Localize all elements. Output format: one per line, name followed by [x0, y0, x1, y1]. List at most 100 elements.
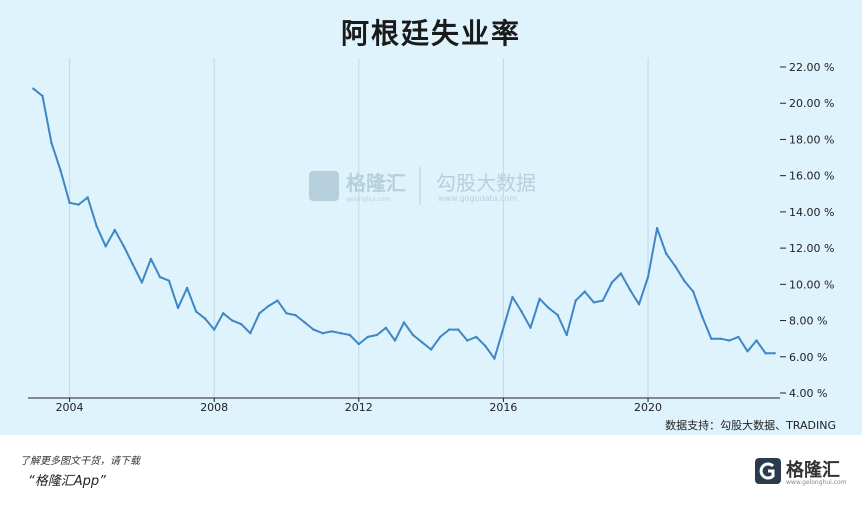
footer-logo: 格隆汇 www.gelonghui.com — [754, 455, 847, 489]
data-point — [185, 286, 189, 290]
y-tick-label: 18.00 % — [789, 133, 834, 146]
data-point — [77, 203, 80, 206]
y-tick-label: 14.00 % — [789, 206, 834, 219]
data-point — [357, 342, 360, 346]
data-point — [249, 332, 252, 335]
y-tick-label: 12.00 % — [789, 242, 834, 255]
data-point — [664, 252, 668, 255]
data-point — [547, 306, 550, 310]
x-axis-ticks: 2004 2008 2012 2016 2020 — [56, 398, 662, 414]
data-point — [366, 335, 369, 339]
data-point — [50, 141, 53, 145]
y-tick-label: 6.00 % — [789, 351, 827, 364]
data-point — [32, 87, 35, 90]
x-tick-label: 2008 — [200, 401, 228, 414]
data-point — [565, 333, 568, 337]
data-point — [655, 227, 659, 230]
data-point — [592, 301, 595, 304]
x-tick-label: 2020 — [634, 401, 662, 414]
data-point — [448, 328, 451, 331]
data-point — [231, 319, 234, 322]
watermark-logo-icon — [309, 171, 339, 201]
y-tick-label: 22.00 % — [789, 61, 834, 74]
data-point — [285, 312, 288, 315]
data-point — [140, 281, 144, 284]
y-tick-label: 10.00 % — [789, 278, 834, 291]
footer-logo-cn: 格隆汇 — [786, 460, 840, 481]
data-point — [321, 332, 324, 335]
data-point — [628, 288, 632, 291]
data-point — [610, 281, 614, 284]
data-point — [402, 321, 406, 324]
data-point — [583, 290, 586, 293]
footer-app-name[interactable]: “格隆汇App” — [28, 474, 106, 489]
data-point — [167, 279, 171, 282]
y-tick-label: 4.00 % — [789, 387, 827, 400]
data-point — [149, 257, 153, 261]
data-point — [59, 169, 62, 172]
data-point — [122, 245, 126, 248]
data-point — [294, 313, 297, 317]
data-point — [276, 299, 279, 302]
watermark: 格隆汇 gelonghui.com 勾股大数据 www.gogudata.com — [309, 167, 536, 205]
data-point — [375, 333, 379, 337]
footer-download-prompt: 了解更多图文干货，请下载 — [20, 456, 140, 467]
data-point — [158, 275, 162, 279]
data-point — [728, 339, 731, 342]
data-point — [176, 306, 180, 310]
data-point — [493, 357, 496, 360]
unemployment-line-chart: 格隆汇 gelonghui.com 勾股大数据 www.gogudata.com… — [28, 58, 834, 414]
watermark-partner-cn: 勾股大数据 — [436, 171, 536, 195]
data-point — [719, 337, 722, 340]
data-point — [348, 333, 351, 337]
watermark-partner-en: www.gogudata.com — [438, 194, 517, 203]
data-point — [737, 335, 740, 339]
data-point — [755, 339, 758, 342]
data-point — [457, 328, 460, 331]
data-point — [683, 279, 686, 282]
data-point — [773, 352, 776, 355]
data-point — [601, 299, 604, 302]
data-point — [439, 335, 442, 339]
chart-title: 阿根廷失业率 — [340, 17, 521, 50]
data-point — [240, 323, 243, 326]
gelonghui-logo-icon — [755, 458, 781, 484]
data-point — [420, 341, 424, 344]
data-point — [710, 337, 713, 340]
data-point — [475, 335, 478, 339]
data-point — [339, 332, 342, 335]
data-point — [511, 295, 514, 299]
data-point — [746, 350, 749, 353]
data-point — [384, 326, 388, 329]
data-point — [674, 265, 677, 268]
y-tick-label: 16.00 % — [789, 170, 834, 183]
data-point — [68, 201, 71, 204]
data-point — [393, 339, 397, 342]
x-tick-label: 2012 — [345, 401, 373, 414]
data-point — [637, 303, 641, 306]
y-axis-ticks: 4.00 % 6.00 % 8.00 % 10.00 % 12.00 % 14.00 % 1… — [780, 61, 834, 400]
data-point — [529, 326, 532, 329]
data-point — [538, 297, 541, 300]
data-point — [267, 304, 270, 308]
data-point — [619, 272, 623, 275]
series-points — [32, 87, 776, 360]
data-point — [95, 225, 98, 228]
data-point — [86, 196, 89, 199]
data-point — [646, 275, 650, 279]
watermark-brand-cn: 格隆汇 — [346, 171, 406, 195]
data-point — [312, 328, 315, 331]
data-point — [411, 333, 415, 337]
footer-logo-en: www.gelonghui.com — [786, 479, 847, 486]
watermark-brand-en: gelonghui.com — [346, 196, 391, 203]
data-point — [41, 94, 44, 98]
y-tick-label: 20.00 % — [789, 97, 834, 110]
y-tick-label: 8.00 % — [789, 315, 827, 328]
data-point — [556, 313, 559, 317]
data-point — [429, 348, 433, 351]
grid-lines — [69, 58, 649, 398]
footer-banner: 了解更多图文干货，请下载 “格隆汇App” 格隆汇 www.gelonghui.… — [0, 435, 862, 514]
series-line — [32, 87, 775, 360]
data-point — [104, 245, 107, 248]
data-point — [303, 321, 306, 324]
